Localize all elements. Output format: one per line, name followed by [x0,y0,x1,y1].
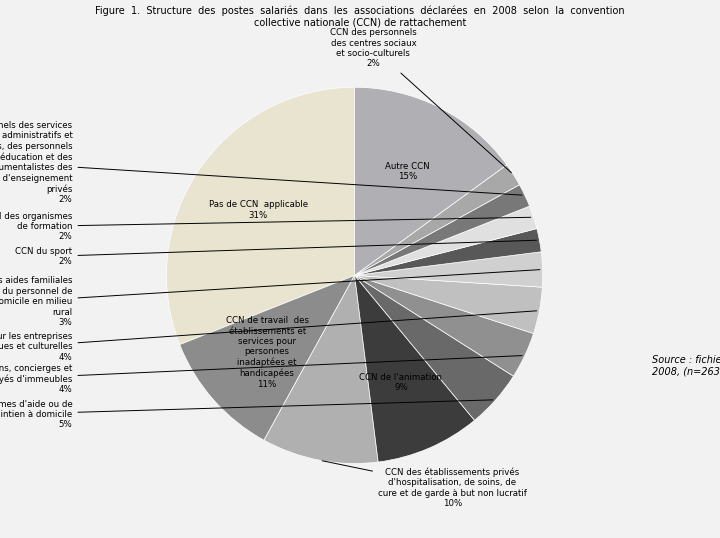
Wedge shape [355,275,542,334]
Text: Pas de CCN  applicable
31%: Pas de CCN applicable 31% [209,200,307,220]
Wedge shape [355,252,543,287]
Text: CCN des organismes d'aide ou de
maintien à domicile
5%: CCN des organismes d'aide ou de maintien… [0,400,493,429]
Text: CCN des aides familiales
rurales et du personnel de
l'aide à domicile en milieu
: CCN des aides familiales rurales et du p… [0,270,540,327]
Text: CCN des personnels
des centres sociaux
et socio-culturels
2%: CCN des personnels des centres sociaux e… [330,29,511,173]
Wedge shape [166,87,355,345]
Text: CCN des organismes
de formation
2%: CCN des organismes de formation 2% [0,211,531,242]
Wedge shape [355,275,534,376]
Wedge shape [355,275,474,462]
Wedge shape [264,275,378,464]
Text: Autre CCN
15%: Autre CCN 15% [385,162,430,181]
Wedge shape [355,185,529,275]
Text: CCN des personnels des services
administratifs et
économiques, des personnels
d': CCN des personnels des services administ… [0,121,522,204]
Text: CCN de travail  des
établissements et
services pour
personnes
inadaptées et
hand: CCN de travail des établissements et ser… [225,316,309,389]
Text: CCN de l'animation
9%: CCN de l'animation 9% [359,373,443,392]
Wedge shape [355,275,513,420]
Text: CCN des établissements privés
d'hospitalisation, de soins, de
cure et de garde à: CCN des établissements privés d'hospital… [322,461,527,508]
Wedge shape [355,229,541,275]
Text: CCN des gardiens, concierges et
employés d'immeubles
4%: CCN des gardiens, concierges et employés… [0,356,522,394]
Wedge shape [355,165,519,275]
Wedge shape [355,206,537,275]
Text: Figure  1.  Structure  des  postes  salariés  dans  les  associations  déclarées: Figure 1. Structure des postes salariés … [95,5,625,27]
Text: Source : fichier postes, DADS
2008, (n=263 157).: Source : fichier postes, DADS 2008, (n=2… [652,355,720,377]
Text: CCN du sport
2%: CCN du sport 2% [15,240,536,266]
Text: CCN pour les entreprises
artistiques et culturelles
4%: CCN pour les entreprises artistiques et … [0,311,536,362]
Wedge shape [180,275,355,440]
Wedge shape [355,87,507,275]
